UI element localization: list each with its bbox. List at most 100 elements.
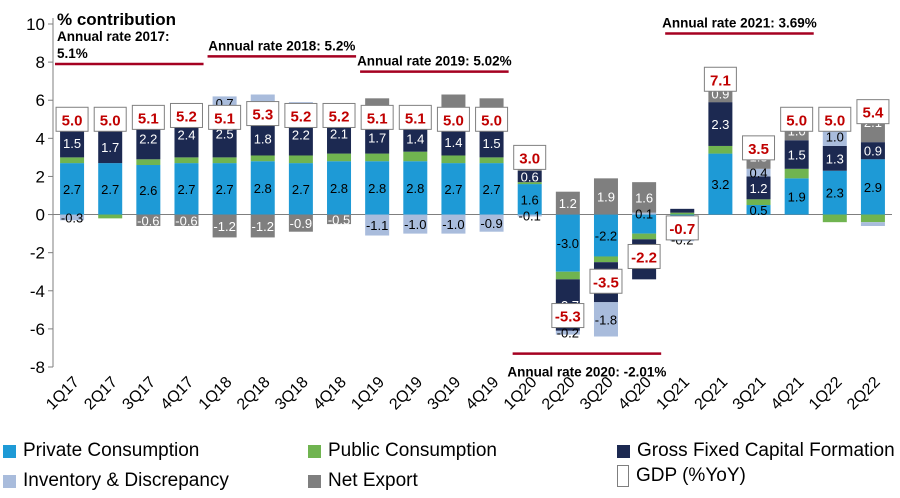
segment-label: 1.4 [406,131,424,146]
bar-segment [670,208,695,213]
segment-label: -2.2 [595,229,617,244]
gdp-label-box [246,101,280,127]
bar-segment [593,302,618,337]
x-tick-label: 2Q18 [234,374,274,414]
segment-label: 1.5 [788,148,806,163]
y-tick-label: 4 [36,129,45,148]
bar-segment [327,153,352,162]
gdp-label: 7.1 [710,72,731,89]
gdp-label-box [627,243,661,269]
gdp-label-box [208,104,242,130]
segment-label: 1.8 [254,131,272,146]
segment-label: 1.5 [483,136,501,151]
annotation-label: Annual rate 2018: 5.2% [208,38,355,53]
x-tick-label: 1Q18 [196,374,236,414]
legend-swatch [3,444,16,458]
bar-segment [822,170,847,215]
segment-label: 2.8 [330,181,348,196]
segment-label: 2.8 [406,181,424,196]
x-tick-label: 3Q20 [577,374,617,414]
bar-segment [250,214,275,238]
gdp-label-box [398,104,432,130]
bar-segment [670,212,695,215]
annotation-label: 5.1% [57,46,88,61]
y-tick-label: 10 [26,15,45,34]
segment-label: 2.7 [444,182,462,197]
gdp-label: -2.2 [631,249,657,266]
segment-label: -1.0 [442,217,464,232]
bar-segment [479,128,504,158]
segment-label: 2.7 [292,182,310,197]
gdp-label: 3.5 [748,141,769,158]
gdp-label: 5.3 [252,107,273,124]
bar-segment [708,153,733,215]
bar-segment [441,155,466,164]
bar-segment [555,330,580,335]
gdp-label: 3.0 [519,150,540,167]
segment-label: -1.2 [252,219,274,234]
bar-segment [403,151,428,162]
bar-segment [212,214,237,238]
segment-label: -0.6 [137,213,159,228]
segment-label: -0.1 [519,209,541,224]
bar-segment [479,214,504,232]
gdp-label-box [665,215,699,241]
segment-label: -3.0 [557,236,579,251]
gdp-label-box [818,106,852,132]
legend-item-net-export: Net Export [308,470,418,492]
gdp-label: 5.4 [863,105,885,122]
y-tick-label: -2 [30,244,45,263]
bar-segment [250,121,275,156]
bars [60,84,885,337]
segment-label: 2.2 [292,128,310,143]
segment-label: 1.5 [63,136,81,151]
x-tick-label: 3Q17 [119,374,159,414]
gdp-label: 5.0 [443,112,464,129]
segment-label: -1.1 [366,218,388,233]
legend-item-public-consumption: Public Consumption [308,440,497,462]
gdp-label: 5.0 [62,112,83,129]
x-tick-label: 4Q17 [158,374,198,414]
y-tick-label: 6 [36,91,45,110]
bar-segment [479,157,504,164]
segment-label: -0.5 [328,212,350,227]
segment-label: 2.5 [216,127,234,142]
bar-segment [60,163,85,215]
bar-segment [517,182,542,185]
bar-segment [479,163,504,215]
gdp-label-box [475,106,509,132]
bar-segment [136,214,161,226]
bar-segment [517,170,542,183]
bar-segment [288,214,313,232]
y-tick-label: 8 [36,53,45,72]
segment-label: 1.6 [521,192,539,207]
bar-segment [784,140,809,169]
gdp-label: 5.1 [214,110,235,127]
bar-segment [327,214,352,225]
gdp-label: -0.7 [669,221,695,238]
bar-segment [555,191,580,215]
y-tick-label: -8 [30,358,45,377]
legend-label: Inventory & Discrepancy [23,470,229,491]
bar-segment [632,182,657,213]
segment-label: 1.7 [368,130,386,145]
x-tick-label: 3Q19 [425,374,465,414]
segment-label: -0.9 [290,216,312,231]
y-tick-label: -4 [30,282,45,301]
segment-label: 1.4 [444,135,462,150]
bar-segment [746,176,771,200]
segment-label: 3.2 [711,177,729,192]
bar-segment [365,161,390,215]
bar-segment [746,205,771,215]
y-axis-ticks: -8 -6 -4 -2 0 2 4 6 8 10 [26,15,53,377]
segment-label: 2.7 [101,182,119,197]
bar-segment [403,214,428,234]
legend: Private Consumption Public Consumption G… [0,433,900,498]
segment-label: 1.3 [826,151,844,166]
bar-segment [98,214,123,219]
bar-segment [60,214,85,221]
segment-label: 0.4 [749,166,767,181]
stacked-bar-chart: % contribution -8 -6 -4 -2 0 2 4 6 8 10 2.7 1.5 -0.… [26,10,892,414]
bar-segment [517,184,542,215]
bar-segment [174,214,199,226]
